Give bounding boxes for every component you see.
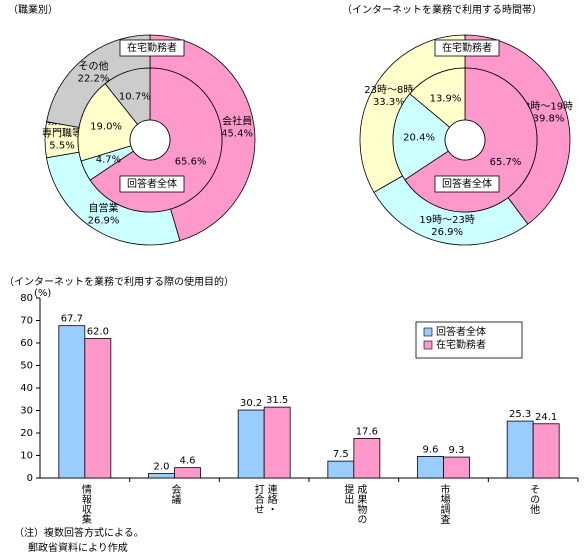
bar xyxy=(353,437,381,479)
x-tick-label: 連絡・打合せ xyxy=(252,483,277,514)
y-tick-label: 10 xyxy=(20,451,33,462)
ring-label-box xyxy=(119,175,185,193)
legend-box xyxy=(415,321,523,359)
ring-label: 回答者全体 xyxy=(127,177,177,190)
value-label: 65.6% xyxy=(175,157,207,168)
bar xyxy=(263,406,291,479)
chart-title: （インターネットを業務で利用する際の使用目的） xyxy=(4,275,234,288)
value-label: 30.2 xyxy=(240,398,262,409)
bar xyxy=(174,467,201,479)
value-label: 4.7% xyxy=(96,155,121,166)
segment-label: 23時～8時 xyxy=(364,84,413,96)
x-tick-label: 情報収集 xyxy=(79,483,91,525)
segment-label: 8時～19時 xyxy=(524,100,573,112)
segment-label: 自営業 xyxy=(89,202,119,215)
value-label: 13.9% xyxy=(430,93,462,104)
value-label: 62.0 xyxy=(87,327,109,338)
ring-label: 在宅勤務者 xyxy=(442,41,492,54)
y-tick-label: 30 xyxy=(20,406,33,417)
value-label: 67.7 xyxy=(61,314,83,325)
value-label: 26.9% xyxy=(431,227,463,238)
value-label: 7.5 xyxy=(333,449,349,460)
value-label: 33.3% xyxy=(373,97,405,108)
legend-label: 在宅勤務者 xyxy=(436,338,486,351)
value-label: 9.3 xyxy=(449,445,465,456)
value-label: 9.6 xyxy=(423,444,439,455)
bar xyxy=(506,420,534,479)
ring-label-box xyxy=(434,175,500,193)
value-label: 22.2% xyxy=(78,74,110,85)
value-label: 31.5 xyxy=(266,395,288,406)
chart-title: （職業別） xyxy=(8,3,58,16)
x-tick-label: 市場調査 xyxy=(438,483,450,524)
value-label: 24.1 xyxy=(535,412,557,423)
value-label: 4.6 xyxy=(180,456,196,467)
bar xyxy=(58,325,86,479)
value-label: 39.8% xyxy=(533,113,565,124)
legend-label: 回答者全体 xyxy=(436,325,486,338)
value-label: 17.6 xyxy=(356,426,378,437)
value-label: 5.5% xyxy=(49,141,74,152)
y-tick-label: 80 xyxy=(20,293,33,304)
x-tick-label: 会議 xyxy=(169,483,181,505)
bar xyxy=(148,473,175,479)
y-tick-label: 40 xyxy=(20,383,33,394)
bar xyxy=(532,423,560,479)
value-label: 19.0% xyxy=(90,121,122,132)
bar xyxy=(237,409,265,479)
bar xyxy=(327,460,355,479)
ring-label-box xyxy=(119,39,185,57)
ring-label-box xyxy=(434,39,500,57)
value-label: 10.7% xyxy=(119,92,151,103)
bar xyxy=(417,455,444,479)
value-label: 65.7% xyxy=(490,157,522,168)
value-label: 45.4% xyxy=(221,128,253,139)
note: （注）複数回答方式による。 xyxy=(14,526,144,539)
ring-label: 回答者全体 xyxy=(442,177,492,190)
donut-hole xyxy=(444,119,486,161)
bar xyxy=(84,338,112,479)
x-tick-label: 成果物の提出 xyxy=(342,484,367,524)
x-tick-label: その他 xyxy=(528,484,540,515)
bar xyxy=(443,456,470,479)
y-tick-label: 20 xyxy=(20,428,33,439)
note: 郵政省資料により作成 xyxy=(28,541,128,554)
chart-title: （インターネットを業務で利用する時間帯） xyxy=(342,3,542,16)
segment-label: 会社員 xyxy=(222,114,252,127)
ring-label: 在宅勤務者 xyxy=(127,41,177,54)
segment-label: その他 xyxy=(78,60,108,73)
donut-hole xyxy=(129,119,171,161)
y-tick-label: 50 xyxy=(20,361,33,372)
y-tick-label: 0 xyxy=(27,473,33,484)
axis-label: (%) xyxy=(34,288,51,299)
legend-swatch xyxy=(423,340,433,350)
value-label: 2.0 xyxy=(154,462,170,473)
value-label: 25.3 xyxy=(509,409,531,420)
legend-swatch xyxy=(423,327,433,337)
value-label: 26.9% xyxy=(88,216,120,227)
y-tick-label: 60 xyxy=(20,338,33,349)
value-label: 20.4% xyxy=(403,132,435,143)
y-tick-label: 70 xyxy=(20,316,33,327)
segment-label: 19時～23時 xyxy=(419,214,474,226)
